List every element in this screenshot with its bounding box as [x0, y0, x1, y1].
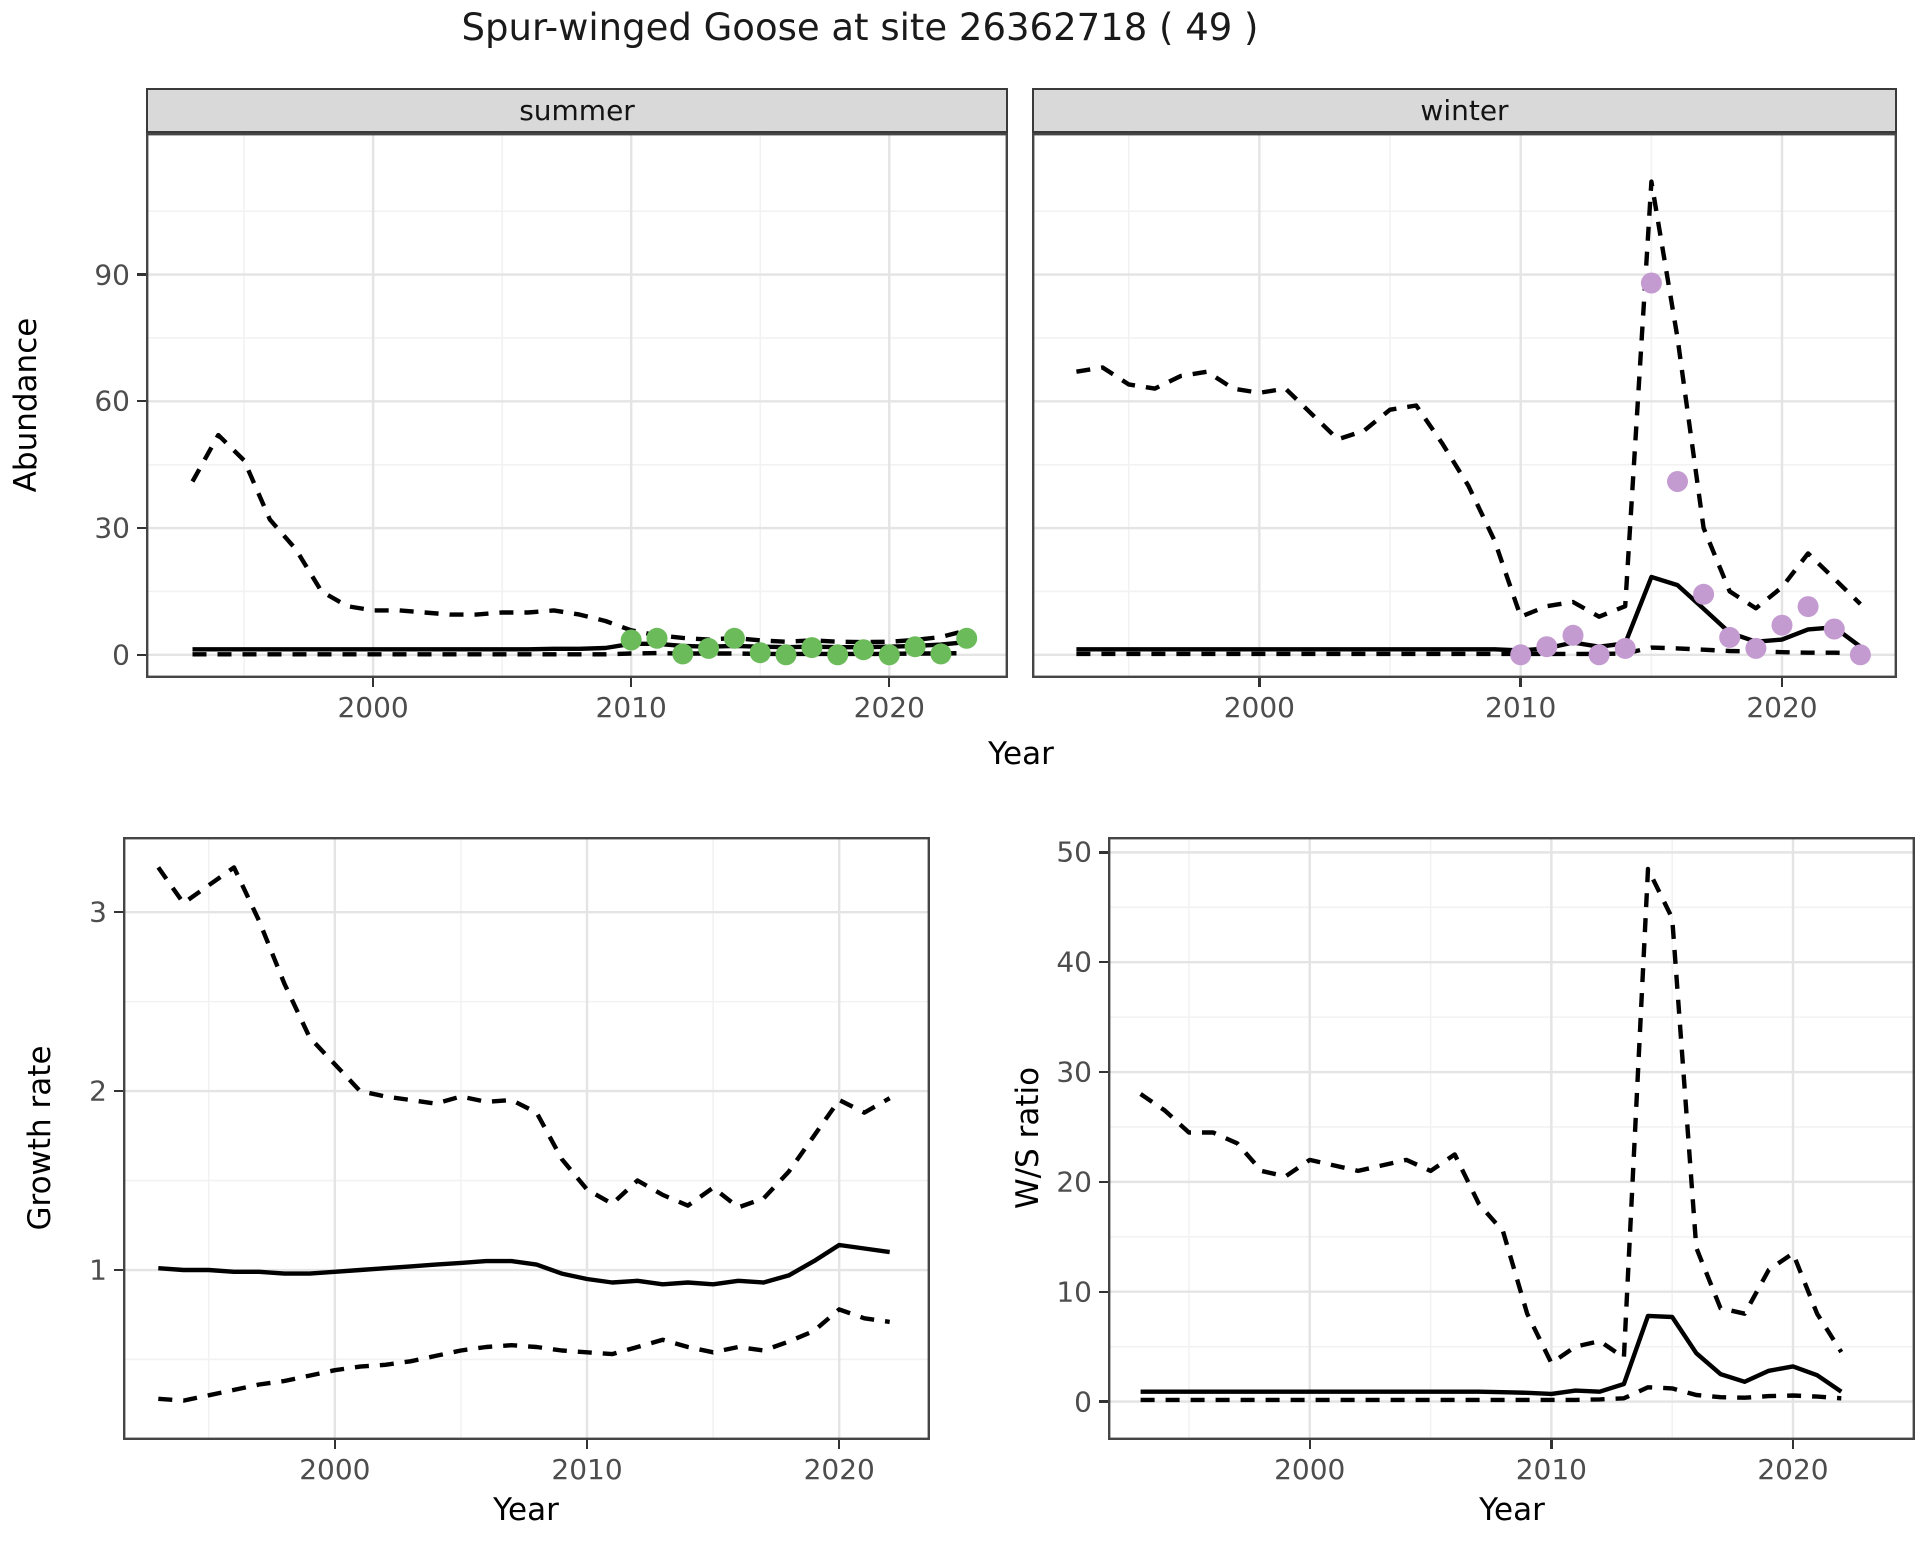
- x-tick-mark: [1550, 1440, 1553, 1449]
- y-axis-title-growth-rate: Growth rate: [22, 1045, 58, 1231]
- x-tick-label: 2000: [1223, 691, 1295, 724]
- upper-ci-line: [190, 432, 968, 645]
- lower-ci-line: [158, 1307, 891, 1403]
- upper-ci-line: [1076, 179, 1862, 619]
- x-tick-label: 2010: [1515, 1453, 1587, 1486]
- y-tick-mark: [1099, 1400, 1108, 1403]
- x-tick-label: 2020: [1757, 1453, 1829, 1486]
- x-tick-label: 2010: [595, 691, 667, 724]
- y-tick-mark: [114, 1268, 123, 1272]
- x-tick-label: 2020: [1746, 691, 1818, 724]
- y-tick-mark: [137, 526, 146, 530]
- y-tick-label: 1: [89, 1253, 107, 1287]
- upper-ci-line: [156, 865, 891, 1210]
- x-tick-mark: [585, 1440, 589, 1449]
- x-tick-label: 2000: [337, 691, 409, 724]
- observed-winter-counts: [1510, 272, 1871, 666]
- y-axis-title-abundance: Abundance: [8, 317, 44, 493]
- y-tick-label: 60: [94, 384, 130, 418]
- median-fit-line: [1140, 1313, 1843, 1397]
- x-tick-label: 2010: [551, 1453, 623, 1486]
- x-tick-mark: [1258, 678, 1261, 687]
- y-tick-mark: [1099, 1070, 1108, 1074]
- panel-border: [1032, 133, 1897, 678]
- x-axis-title-top: Year: [988, 736, 1054, 772]
- y-tick-mark: [1099, 851, 1108, 854]
- panel-border: [123, 837, 930, 1440]
- upper-ci-line: [1139, 866, 1844, 1366]
- lower-ci-line: [1076, 645, 1861, 657]
- y-tick-mark: [137, 400, 146, 403]
- panel-abundance-summer: [146, 133, 1008, 678]
- x-tick-mark: [1308, 1440, 1311, 1449]
- y-tick-label: 2: [89, 1074, 107, 1108]
- x-tick-mark: [333, 1440, 337, 1449]
- y-tick-label: 50: [1056, 835, 1092, 869]
- x-axis-title-ws-ratio: Year: [1479, 1492, 1545, 1528]
- x-tick-label: 2020: [803, 1453, 875, 1486]
- facet-strip-winter: winter: [1032, 88, 1897, 133]
- x-tick-mark: [838, 1440, 841, 1449]
- gridlines: [1032, 133, 1897, 678]
- y-tick-label: 20: [1056, 1165, 1092, 1199]
- y-tick-mark: [114, 1089, 123, 1093]
- x-tick-mark: [1519, 678, 1522, 687]
- lower-ci-line: [1140, 1385, 1842, 1403]
- y-tick-label: 30: [1056, 1055, 1092, 1089]
- panel-border: [146, 133, 1008, 678]
- y-tick-mark: [1099, 1180, 1108, 1184]
- x-tick-mark: [1780, 678, 1784, 687]
- y-tick-label: 10: [1056, 1275, 1092, 1309]
- x-tick-label: 2000: [1274, 1453, 1346, 1486]
- panel-border: [1108, 837, 1915, 1440]
- y-axis-title-ws-ratio: W/S ratio: [1010, 1066, 1046, 1210]
- chart-title: Spur-winged Goose at site 26362718 ( 49 …: [461, 6, 1259, 49]
- observed-summer-counts: [620, 627, 978, 666]
- y-tick-label: 40: [1056, 945, 1092, 979]
- x-axis-title-growth-rate: Year: [493, 1492, 559, 1528]
- y-tick-label: 90: [94, 258, 130, 292]
- facet-strip-summer: summer: [146, 88, 1008, 133]
- gridlines: [146, 133, 1008, 678]
- y-tick-label: 30: [94, 511, 130, 545]
- x-tick-mark: [888, 678, 891, 687]
- facet-label-summer: summer: [519, 94, 635, 127]
- panel-growth-rate: [123, 837, 930, 1440]
- y-tick-mark: [114, 910, 123, 914]
- panel-abundance-winter: [1032, 133, 1897, 678]
- gridlines: [123, 837, 930, 1440]
- median-fit-line: [1076, 574, 1862, 653]
- y-tick-mark: [1099, 961, 1108, 964]
- y-tick-label: 0: [112, 638, 130, 672]
- y-tick-mark: [137, 273, 146, 276]
- y-tick-label: 3: [89, 895, 107, 929]
- x-tick-label: 2000: [299, 1453, 371, 1486]
- facet-label-winter: winter: [1420, 94, 1509, 127]
- panel-ws-ratio: [1108, 837, 1915, 1440]
- y-tick-label: 0: [1074, 1385, 1092, 1419]
- x-tick-mark: [1791, 1440, 1795, 1449]
- y-tick-mark: [1099, 1290, 1108, 1293]
- x-tick-label: 2010: [1485, 691, 1557, 724]
- x-tick-mark: [629, 678, 633, 687]
- x-tick-label: 2020: [853, 691, 925, 724]
- y-tick-mark: [137, 653, 146, 656]
- median-fit-line: [158, 1242, 891, 1287]
- x-tick-mark: [371, 678, 375, 687]
- lower-ci-line: [192, 650, 967, 657]
